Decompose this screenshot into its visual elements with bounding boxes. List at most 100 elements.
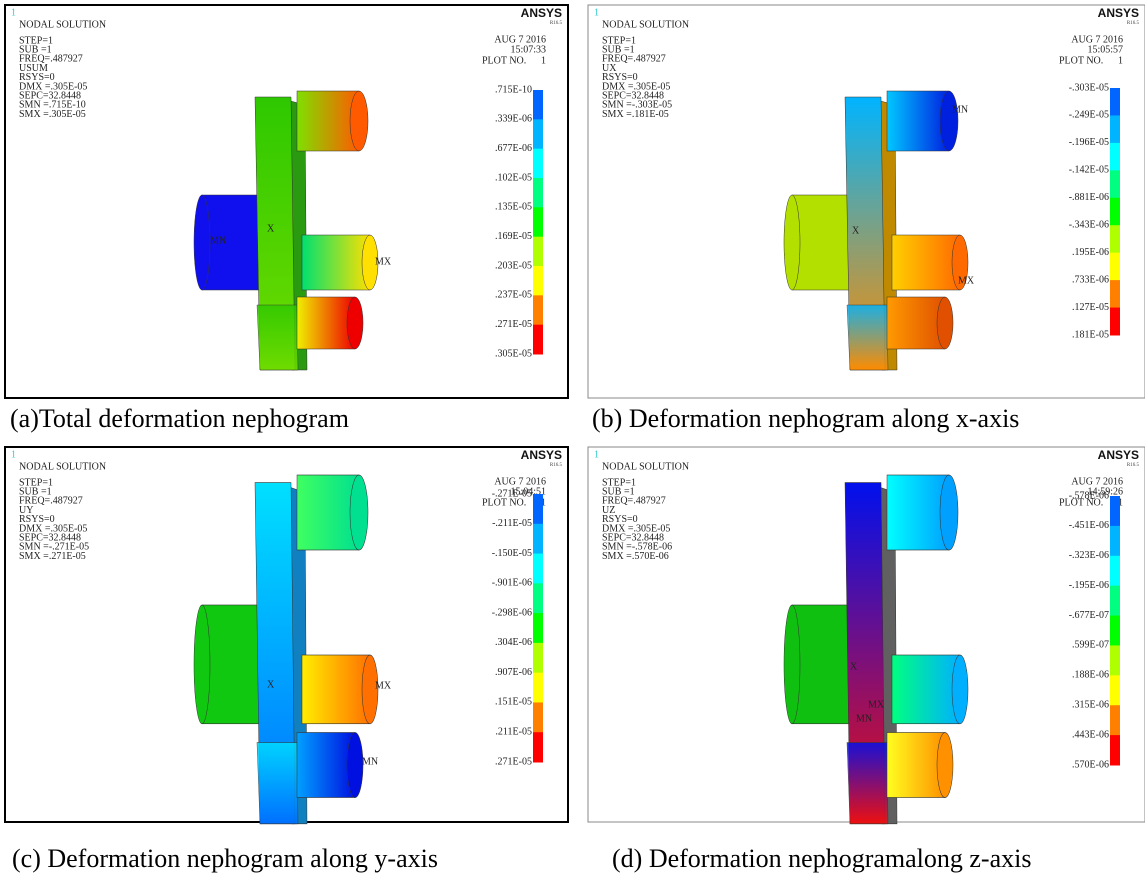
model-marker: MN <box>856 713 872 724</box>
version: R16.5 <box>550 463 563 468</box>
legend-band <box>1110 616 1120 646</box>
hub-end <box>784 195 800 290</box>
model-marker: X <box>850 661 858 672</box>
legend-label: .271E-05 <box>495 319 532 330</box>
legend-label: -.901E-06 <box>492 578 532 589</box>
legend-band <box>1110 496 1120 526</box>
legend-band <box>533 119 543 149</box>
model-marker: MX <box>868 699 885 710</box>
panel: XMXMN1NODAL SOLUTIONSTEP=1SUB =1FREQ=.48… <box>588 447 1145 824</box>
legend-label: -.578E-06 <box>1069 490 1109 501</box>
legend-label: .188E-06 <box>1072 670 1109 681</box>
legend-band <box>1110 586 1120 616</box>
legend-label: .169E-05 <box>495 231 532 242</box>
top-cylinder-end <box>350 91 368 151</box>
legend-band <box>533 732 543 762</box>
model-marker: MX <box>958 275 975 286</box>
legend-label: .305E-05 <box>495 348 532 359</box>
legend-label: .907E-06 <box>495 667 532 678</box>
legend-label: -.196E-05 <box>1069 137 1109 148</box>
caption: (d) Deformation nephogramalong z-axis <box>612 844 1031 873</box>
legend-label: .304E-06 <box>495 637 532 648</box>
legend-label: .211E-05 <box>495 727 532 738</box>
bottom-cylinder <box>297 733 355 798</box>
solution-title: NODAL SOLUTION <box>19 461 106 472</box>
plot-label: PLOT NO. <box>482 55 526 66</box>
legend-band <box>1110 526 1120 556</box>
hub <box>202 605 262 724</box>
legend-band <box>533 178 543 208</box>
legend-band <box>1110 308 1120 336</box>
middle-cylinder <box>302 655 370 724</box>
bottom-cylinder-end <box>347 297 363 349</box>
caption: (b) Deformation nephogram along x-axis <box>592 404 1019 433</box>
legend-band <box>533 613 543 643</box>
version: R16.5 <box>1127 21 1140 26</box>
legend-band <box>1110 645 1120 675</box>
info-line: SMX =.305E-05 <box>19 109 86 120</box>
legend-label: .715E-10 <box>495 84 532 95</box>
brand: ANSYS <box>521 6 562 20</box>
top-cylinder-end <box>940 475 958 550</box>
legend-band <box>1110 705 1120 735</box>
legend-band <box>533 295 543 325</box>
brand: ANSYS <box>521 448 562 462</box>
legend-band <box>533 643 543 673</box>
legend-label: .102E-05 <box>495 172 532 183</box>
legend-band <box>533 583 543 613</box>
flange <box>257 743 298 824</box>
legend-band <box>1110 143 1120 171</box>
legend-label: .677E-06 <box>495 143 532 154</box>
legend-band <box>533 149 543 179</box>
legend-band <box>533 266 543 296</box>
legend-label: -.677E-07 <box>1069 610 1109 621</box>
top-cylinder-end <box>940 91 958 151</box>
version: R16.5 <box>1127 463 1140 468</box>
legend-band <box>1110 115 1120 143</box>
model-marker: X <box>267 223 275 234</box>
legend-label: .733E-06 <box>1072 274 1109 285</box>
bottom-cylinder <box>887 733 945 798</box>
legend-label: -.881E-06 <box>1069 192 1109 203</box>
model-marker: MN <box>362 756 378 767</box>
legend-label: .315E-06 <box>1072 700 1109 711</box>
bottom-cylinder-end <box>347 733 363 798</box>
middle-cylinder <box>302 235 370 290</box>
version: R16.5 <box>550 21 563 26</box>
legend-label: .271E-05 <box>495 756 532 767</box>
top-cylinder <box>887 91 949 151</box>
middle-cylinder <box>892 235 960 290</box>
legend-band <box>533 673 543 703</box>
brand: ANSYS <box>1098 448 1139 462</box>
legend-label: -.271E-05 <box>492 488 532 499</box>
legend-label: -.249E-05 <box>1069 110 1109 121</box>
legend-label: .195E-06 <box>1072 247 1109 258</box>
top-cylinder-end <box>350 475 368 550</box>
window-number: 1 <box>11 449 16 460</box>
legend-band <box>1110 88 1120 116</box>
legend-label: -.211E-05 <box>492 518 532 529</box>
legend-label: -.298E-06 <box>492 607 532 618</box>
legend-band <box>533 524 543 554</box>
solution-title: NODAL SOLUTION <box>19 19 106 30</box>
legend-label: -.343E-06 <box>1069 220 1109 231</box>
bottom-cylinder-end <box>937 297 953 349</box>
legend-band <box>533 702 543 732</box>
legend-band <box>533 207 543 237</box>
legend-band <box>1110 170 1120 198</box>
legend-label: .181E-05 <box>1072 329 1109 340</box>
middle-cylinder <box>892 655 960 724</box>
legend-band <box>1110 675 1120 705</box>
top-cylinder <box>887 475 949 550</box>
legend-band <box>1110 735 1120 765</box>
legend-label: .443E-06 <box>1072 729 1109 740</box>
legend-label: .570E-06 <box>1072 759 1109 770</box>
legend-label: -.451E-06 <box>1069 520 1109 531</box>
legend-label: .127E-05 <box>1072 302 1109 313</box>
hub-end <box>194 605 210 724</box>
legend-label: .203E-05 <box>495 260 532 271</box>
bottom-cylinder <box>297 297 355 349</box>
caption: (a)Total deformation nephogram <box>10 404 349 433</box>
hub <box>792 605 852 724</box>
